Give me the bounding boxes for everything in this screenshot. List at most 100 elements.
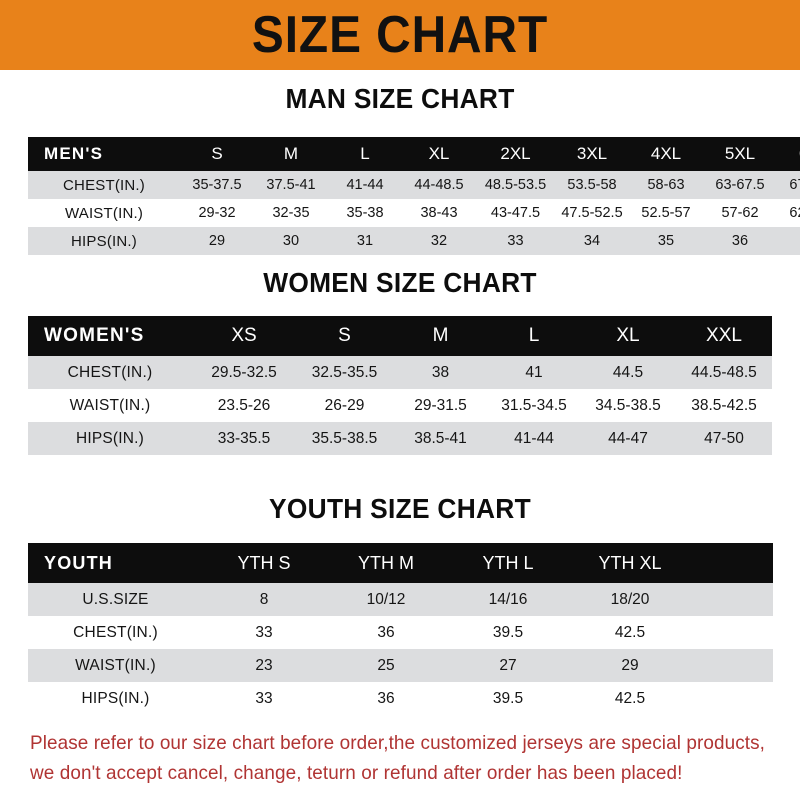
youth-cell: 33 [203, 682, 325, 715]
youth-cell: 36 [325, 682, 447, 715]
women-cell: 44.5 [580, 356, 676, 389]
women-cell: 38 [393, 356, 488, 389]
man-cell: 37 [777, 227, 800, 255]
man-cell: 44-48.5 [402, 171, 476, 199]
man-cell: 62-66.5 [777, 199, 800, 227]
man-col-header: 3XL [576, 144, 608, 163]
table-row: CHEST(IN.) 35-37.5 37.5-41 41-44 44-48.5… [28, 171, 800, 199]
women-cell: 29-31.5 [393, 389, 488, 422]
youth-row-label: U.S.SIZE [28, 583, 203, 616]
youth-table-header-row: YOUTH YTH S YTH M YTH L YTH XL [28, 543, 773, 583]
women-cell: 31.5-34.5 [488, 389, 580, 422]
man-row-header-label: MEN'S [44, 144, 104, 163]
women-cell: 26-29 [296, 389, 393, 422]
youth-cell: 8 [203, 583, 325, 616]
man-cell: 34 [555, 227, 629, 255]
man-col-header: 6XL [777, 137, 800, 171]
man-col-header: L [360, 144, 370, 163]
youth-cell: 39.5 [447, 682, 569, 715]
women-col-header: S [338, 325, 351, 346]
man-cell: 63-67.5 [703, 171, 777, 199]
youth-cell: 33 [203, 616, 325, 649]
women-cell: 44-47 [580, 422, 676, 455]
youth-cell: 36 [325, 616, 447, 649]
man-col-header: XL [428, 144, 450, 163]
youth-cell: 42.5 [569, 682, 691, 715]
women-row-header-label: WOMEN'S [44, 325, 145, 346]
man-cell: 32 [402, 227, 476, 255]
man-cell: 52.5-57 [629, 199, 703, 227]
women-col-header: XXL [706, 325, 742, 346]
women-cell: 23.5-26 [192, 389, 296, 422]
man-cell: 35-38 [328, 199, 402, 227]
page-title: SIZE CHART [251, 6, 549, 64]
women-cell: 41-44 [488, 422, 580, 455]
table-row: U.S.SIZE 8 10/12 14/16 18/20 [28, 583, 773, 616]
man-row-label: WAIST(IN.) [28, 199, 180, 227]
youth-cell: 23 [203, 649, 325, 682]
youth-cell-spacer [691, 649, 773, 682]
page-banner: SIZE CHART [0, 0, 800, 70]
man-row-label: CHEST(IN.) [28, 171, 180, 199]
youth-row-label: WAIST(IN.) [28, 649, 203, 682]
youth-col-header: YTH M [358, 552, 414, 573]
youth-cell: 39.5 [447, 616, 569, 649]
women-col-header: XS [231, 325, 257, 346]
man-cell: 31 [328, 227, 402, 255]
youth-header-spacer [691, 543, 773, 583]
youth-row-header-label: YOUTH [44, 552, 113, 573]
man-col-header: 5XL [724, 144, 756, 163]
women-col-header: L [528, 325, 540, 346]
women-col-header: M [432, 325, 449, 346]
man-cell: 29 [180, 227, 254, 255]
table-row: CHEST(IN.) 33 36 39.5 42.5 [28, 616, 773, 649]
youth-cell: 29 [569, 649, 691, 682]
table-row: WAIST(IN.) 23 25 27 29 [28, 649, 773, 682]
women-cell: 29.5-32.5 [192, 356, 296, 389]
notice-line-1: Please refer to our size chart before or… [30, 732, 766, 754]
man-cell: 48.5-53.5 [476, 171, 555, 199]
man-row-label: HIPS(IN.) [28, 227, 180, 255]
youth-cell-spacer [691, 682, 773, 715]
man-cell: 30 [254, 227, 328, 255]
man-col-header: S [211, 144, 223, 163]
women-size-table: WOMEN'S XS S M L XL XXL CHEST(IN.) 29.5-… [28, 316, 772, 455]
man-col-header: M [283, 144, 299, 163]
man-cell: 36 [703, 227, 777, 255]
youth-row-label: HIPS(IN.) [28, 682, 203, 715]
women-cell: 44.5-48.5 [676, 356, 772, 389]
women-section-title: WOMEN SIZE CHART [263, 267, 537, 298]
man-cell: 29-32 [180, 199, 254, 227]
man-cell: 33 [476, 227, 555, 255]
women-cell: 38.5-42.5 [676, 389, 772, 422]
youth-cell-spacer [691, 616, 773, 649]
man-cell: 35-37.5 [180, 171, 254, 199]
women-cell: 38.5-41 [393, 422, 488, 455]
women-cell: 33-35.5 [192, 422, 296, 455]
youth-cell-spacer [691, 583, 773, 616]
youth-size-table: YOUTH YTH S YTH M YTH L YTH XL U.S.SIZE … [28, 543, 773, 715]
youth-section-title: YOUTH SIZE CHART [269, 493, 531, 524]
table-row: HIPS(IN.) 33-35.5 35.5-38.5 38.5-41 41-4… [28, 422, 772, 455]
table-row: HIPS(IN.) 29 30 31 32 33 34 35 36 37 [28, 227, 800, 255]
youth-cell: 14/16 [447, 583, 569, 616]
women-cell: 34.5-38.5 [580, 389, 676, 422]
youth-row-label: CHEST(IN.) [28, 616, 203, 649]
man-cell: 37.5-41 [254, 171, 328, 199]
women-row-label: CHEST(IN.) [28, 356, 192, 389]
youth-col-header: YTH L [482, 552, 534, 573]
man-cell: 57-62 [703, 199, 777, 227]
table-row: WAIST(IN.) 23.5-26 26-29 29-31.5 31.5-34… [28, 389, 772, 422]
women-col-header: XL [616, 325, 640, 346]
women-row-label: WAIST(IN.) [28, 389, 192, 422]
youth-cell: 18/20 [569, 583, 691, 616]
man-table-header-row: MEN'S S M L XL 2XL 3XL 4XL 5XL 6XL [28, 137, 800, 171]
women-cell: 41 [488, 356, 580, 389]
man-col-header: 2XL [500, 144, 531, 163]
man-cell: 67.5-72 [777, 171, 800, 199]
notice-line-2: we don't accept cancel, change, teturn o… [30, 762, 683, 784]
women-row-label: HIPS(IN.) [28, 422, 192, 455]
man-cell: 58-63 [629, 171, 703, 199]
women-cell: 32.5-35.5 [296, 356, 393, 389]
